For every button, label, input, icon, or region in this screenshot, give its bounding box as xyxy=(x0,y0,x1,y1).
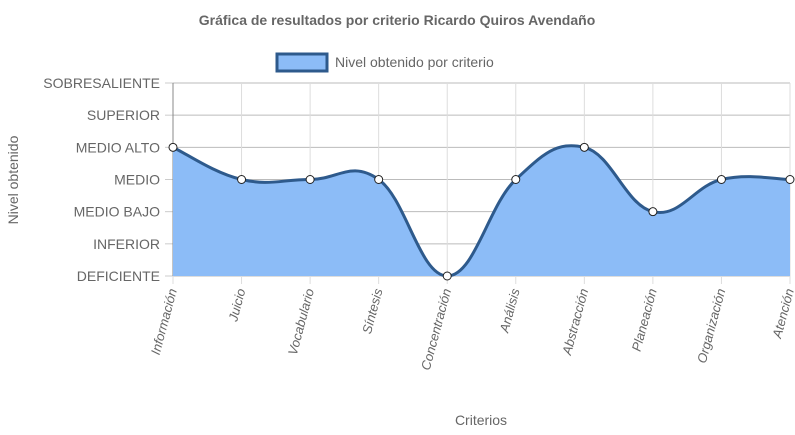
chart-title: Gráfica de resultados por criterio Ricar… xyxy=(199,12,596,28)
x-tick-label: Vocabulario xyxy=(285,287,317,357)
point xyxy=(442,271,452,281)
point xyxy=(168,142,178,152)
x-tick-label: Planeación xyxy=(629,287,660,353)
x-tick-label: Abstracción xyxy=(559,287,591,357)
x-tick-label: Análisis xyxy=(496,286,522,335)
point xyxy=(648,207,658,217)
line xyxy=(172,144,791,278)
point xyxy=(716,175,726,184)
point xyxy=(579,142,589,152)
area-fill xyxy=(173,145,790,276)
y-tick-label: SOBRESALIENTE xyxy=(43,75,160,91)
point xyxy=(237,175,247,184)
x-axis-title: Criterios xyxy=(455,412,507,428)
y-tick-label: MEDIO ALTO xyxy=(76,139,160,155)
legend-swatch xyxy=(275,52,329,73)
y-tick-label: DEFICIENTE xyxy=(77,268,160,284)
point xyxy=(374,175,384,184)
y-tick-label: MEDIO BAJO xyxy=(74,204,160,220)
x-tick-label: Organización xyxy=(694,287,728,365)
y-tick-label: INFERIOR xyxy=(93,236,160,252)
point xyxy=(511,175,521,184)
legend-label: Nivel obtenido por criterio xyxy=(335,54,494,70)
y-tick-label: MEDIO xyxy=(114,172,160,188)
point xyxy=(305,175,315,184)
y-tick-label: SUPERIOR xyxy=(87,107,160,123)
x-tick-label: Información xyxy=(148,287,180,356)
y-axis-title: Nivel obtenido xyxy=(5,135,21,224)
point xyxy=(785,175,795,184)
x-tick-label: Atención xyxy=(769,287,795,341)
x-tick-label: Síntesis xyxy=(359,286,386,335)
x-tick-label: Juicio xyxy=(225,287,248,324)
x-tick-label: Concentración xyxy=(418,287,454,372)
